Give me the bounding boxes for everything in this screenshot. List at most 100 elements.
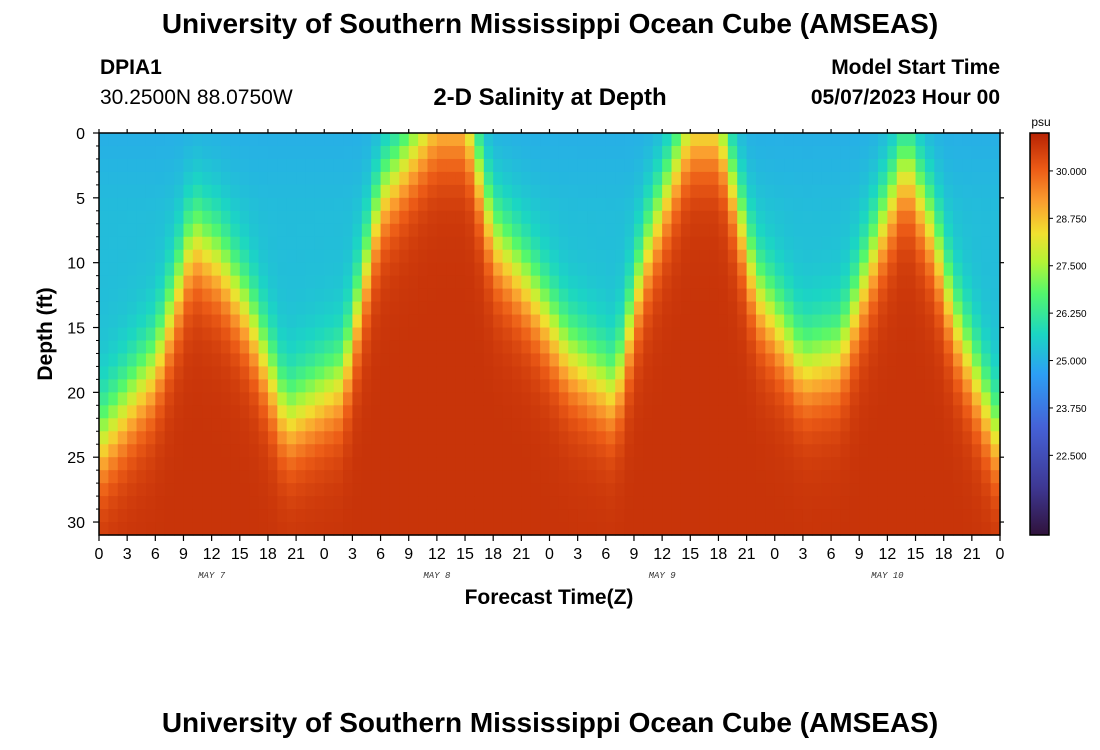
- heatmap-cell: [727, 275, 738, 290]
- heatmap-cell: [343, 145, 354, 160]
- heatmap-cell: [249, 262, 260, 277]
- heatmap-cell: [305, 197, 316, 212]
- heatmap-cell: [249, 405, 260, 419]
- heatmap-cell: [521, 171, 532, 186]
- heatmap-cell: [549, 249, 560, 264]
- heatmap-cell: [314, 509, 325, 523]
- heatmap-cell: [192, 457, 203, 471]
- heatmap-cell: [493, 340, 504, 355]
- heatmap-cell: [990, 249, 1001, 264]
- heatmap-cell: [286, 522, 297, 536]
- heatmap-cell: [915, 366, 926, 380]
- heatmap-cell: [446, 392, 457, 406]
- heatmap-cell: [258, 301, 269, 316]
- x-tick-label: 18: [484, 546, 502, 563]
- heatmap-cell: [915, 457, 926, 471]
- heatmap-cell: [953, 457, 964, 471]
- heatmap-cell: [258, 171, 269, 186]
- heatmap-cell: [887, 236, 898, 251]
- heatmap-cell: [755, 314, 766, 329]
- heatmap-cell: [305, 340, 316, 355]
- heatmap-cell: [465, 223, 476, 238]
- heatmap-cell: [577, 314, 588, 329]
- heatmap-cell: [596, 418, 607, 432]
- heatmap-cell: [840, 249, 851, 264]
- heatmap-cell: [202, 379, 213, 393]
- heatmap-cell: [174, 210, 185, 225]
- heatmap-cell: [662, 522, 673, 536]
- heatmap-cell: [183, 483, 194, 497]
- heatmap-cell: [230, 236, 241, 251]
- heatmap-cell: [802, 496, 813, 510]
- heatmap-cell: [211, 509, 222, 523]
- heatmap-cell: [192, 366, 203, 380]
- heatmap-cell: [389, 288, 400, 303]
- heatmap-cell: [943, 301, 954, 316]
- heatmap-cell: [784, 392, 795, 406]
- heatmap-cell: [286, 158, 297, 173]
- heatmap-cell: [540, 444, 551, 458]
- heatmap-cell: [446, 431, 457, 445]
- heatmap-cell: [821, 379, 832, 393]
- heatmap-cell: [755, 184, 766, 199]
- heatmap-cell: [568, 288, 579, 303]
- heatmap-cell: [690, 379, 701, 393]
- heatmap-cell: [286, 249, 297, 264]
- heatmap-cell: [699, 379, 710, 393]
- heatmap-cell: [436, 184, 447, 199]
- x-tick-label: 9: [179, 546, 188, 563]
- heatmap-cell: [943, 470, 954, 484]
- heatmap-cell: [127, 327, 138, 342]
- heatmap-cell: [887, 301, 898, 316]
- heatmap-cell: [474, 158, 485, 173]
- heatmap-cell: [896, 405, 907, 419]
- heatmap-cell: [577, 133, 588, 147]
- heatmap-cell: [343, 327, 354, 342]
- heatmap-cell: [633, 133, 644, 147]
- heatmap-cell: [371, 444, 382, 458]
- heatmap-cell: [831, 431, 842, 445]
- heatmap-cell: [427, 133, 438, 147]
- heatmap-cell: [765, 210, 776, 225]
- heatmap-cell: [615, 405, 626, 419]
- heatmap-cell: [718, 288, 729, 303]
- heatmap-cell: [624, 275, 635, 290]
- heatmap-cell: [145, 210, 156, 225]
- heatmap-cell: [155, 223, 166, 238]
- heatmap-cell: [296, 275, 307, 290]
- heatmap-cell: [877, 340, 888, 355]
- heatmap-cell: [605, 483, 616, 497]
- heatmap-cell: [371, 431, 382, 445]
- heatmap-cell: [934, 353, 945, 368]
- heatmap-cell: [821, 133, 832, 147]
- heatmap-cell: [436, 340, 447, 355]
- heatmap-cell: [127, 275, 138, 290]
- heatmap-cell: [774, 522, 785, 536]
- heatmap-cell: [314, 145, 325, 160]
- heatmap-cell: [802, 392, 813, 406]
- heatmap-cell: [474, 366, 485, 380]
- heatmap-cell: [446, 418, 457, 432]
- heatmap-cell: [493, 223, 504, 238]
- heatmap-cell: [249, 444, 260, 458]
- heatmap-cell: [727, 301, 738, 316]
- heatmap-cell: [896, 392, 907, 406]
- heatmap-cell: [483, 509, 494, 523]
- heatmap-cell: [737, 133, 748, 147]
- heatmap-cell: [211, 379, 222, 393]
- heatmap-cell: [333, 314, 344, 329]
- heatmap-cell: [718, 509, 729, 523]
- heatmap-cell: [737, 262, 748, 277]
- heatmap-cell: [333, 171, 344, 186]
- heatmap-cell: [399, 171, 410, 186]
- heatmap-cell: [943, 275, 954, 290]
- heatmap-cell: [371, 249, 382, 264]
- heatmap-cell: [868, 340, 879, 355]
- heatmap-cell: [474, 431, 485, 445]
- heatmap-cell: [155, 145, 166, 160]
- heatmap-cell: [990, 262, 1001, 277]
- heatmap-cell: [906, 509, 917, 523]
- heatmap-cell: [361, 405, 372, 419]
- heatmap-cell: [662, 418, 673, 432]
- heatmap-cell: [615, 314, 626, 329]
